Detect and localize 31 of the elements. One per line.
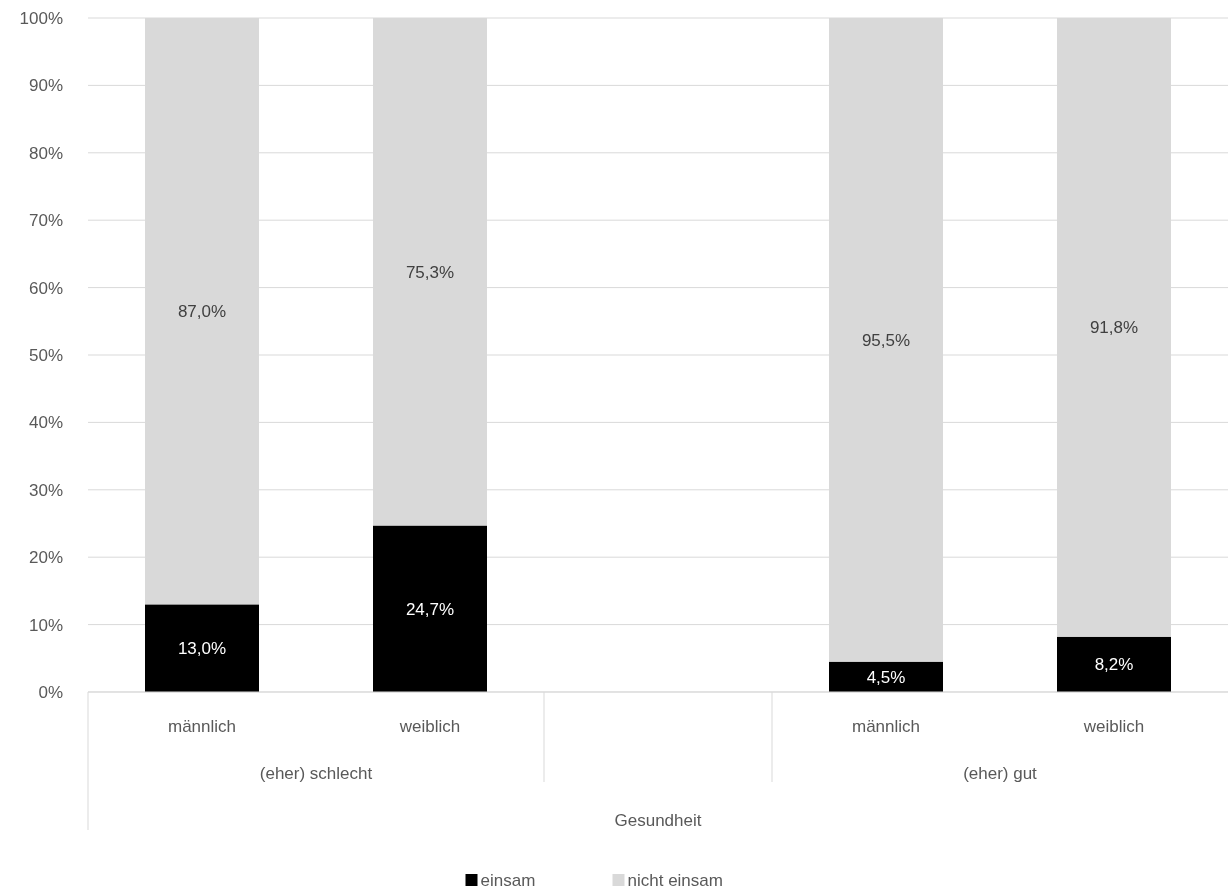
data-label: 91,8% xyxy=(1089,318,1139,338)
text: (eher) gut xyxy=(963,764,1038,783)
y-tick-label: 20% xyxy=(28,548,63,568)
y-tick-label: 50% xyxy=(28,345,63,365)
y-tick-label: 60% xyxy=(28,278,63,298)
x-tick-label: weiblich xyxy=(398,717,461,736)
y-tick-label: 70% xyxy=(28,211,63,231)
data-label: 95,5% xyxy=(861,330,911,350)
y-tick-label: 0% xyxy=(38,682,63,702)
y-tick-label: 10% xyxy=(28,615,63,635)
x-axis-title: Gesundheit xyxy=(614,811,702,830)
y-tick-label: 30% xyxy=(28,480,63,500)
data-label: 75,3% xyxy=(405,262,455,282)
data-label: 4,5% xyxy=(866,667,906,687)
data-label: 87,0% xyxy=(177,302,227,322)
y-tick-label: 40% xyxy=(28,413,63,433)
x-tick-label: männlich xyxy=(167,717,237,736)
bar xyxy=(145,604,259,692)
bar xyxy=(1057,636,1171,692)
x-tick-label: weiblich xyxy=(1082,717,1145,736)
data-label: 8,2% xyxy=(1094,655,1134,675)
data-label: 13,0% xyxy=(177,639,227,659)
legend-label: einsam xyxy=(480,871,536,890)
data-label: 24,7% xyxy=(405,599,455,619)
y-tick-label: 90% xyxy=(28,76,63,96)
x-tick-label: männlich xyxy=(851,717,921,736)
text: (eher) schlecht xyxy=(259,764,373,783)
legend-label: nicht einsam xyxy=(627,871,723,890)
y-tick-label: 80% xyxy=(28,143,63,163)
bar xyxy=(373,525,487,692)
y-tick-label: 100% xyxy=(19,8,63,28)
